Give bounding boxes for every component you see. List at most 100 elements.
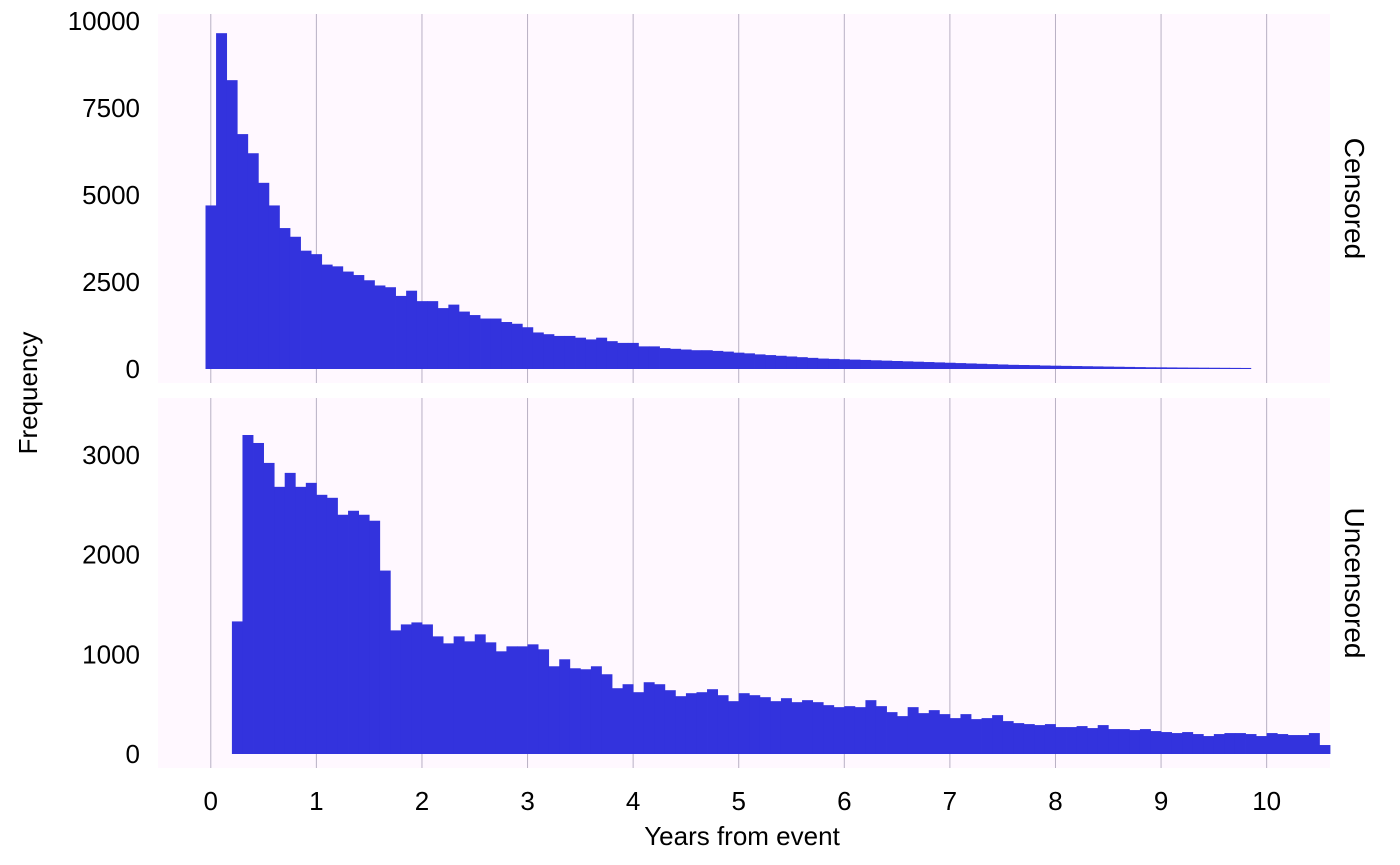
bar-censored-51 [744, 353, 755, 369]
bar-censored-55 [786, 356, 798, 369]
bar-uncensored-68 [949, 718, 961, 754]
bar-uncensored-48 [738, 693, 750, 754]
bar-uncensored-3 [263, 462, 275, 754]
bar-censored-10 [311, 254, 323, 369]
bar-censored-38 [606, 341, 618, 369]
bar-censored-17 [385, 287, 396, 369]
bar-censored-73 [976, 363, 988, 369]
bar-censored-81 [1060, 365, 1072, 369]
bar-uncensored-20 [443, 643, 455, 754]
bar-uncensored-21 [453, 636, 465, 754]
bar-uncensored-95 [1234, 733, 1246, 754]
bar-censored-22 [437, 308, 449, 369]
bar-censored-66 [902, 361, 914, 369]
bar-uncensored-16 [400, 624, 412, 754]
bar-censored-41 [638, 346, 650, 369]
bar-censored-43 [659, 348, 671, 369]
bar-uncensored-6 [295, 486, 307, 754]
bar-uncensored-58 [844, 706, 856, 754]
bar-censored-87 [1124, 366, 1136, 369]
bar-uncensored-97 [1256, 736, 1268, 754]
bar-uncensored-80 [1076, 726, 1088, 754]
bar-uncensored-51 [770, 701, 782, 754]
bar-uncensored-73 [1002, 721, 1014, 754]
bar-censored-19 [406, 290, 418, 369]
bar-censored-83 [1081, 366, 1093, 369]
bar-censored-1 [216, 33, 228, 370]
bar-censored-29 [511, 323, 523, 369]
bar-censored-93 [1187, 367, 1199, 369]
bar-uncensored-56 [823, 705, 835, 754]
x-tick-label-3: 3 [520, 786, 534, 816]
bar-uncensored-22 [464, 641, 476, 754]
y-tick-label-censored-2500: 2500 [82, 267, 140, 297]
bar-uncensored-1 [242, 435, 254, 754]
bar-censored-25 [469, 315, 481, 369]
bar-censored-7 [279, 228, 291, 369]
x-tick-label-1: 1 [309, 786, 323, 816]
bar-censored-78 [1029, 365, 1041, 369]
bar-censored-39 [617, 342, 629, 369]
bar-censored-86 [1113, 366, 1125, 369]
bar-censored-4 [247, 153, 259, 369]
bar-uncensored-103 [1319, 745, 1331, 754]
bar-uncensored-35 [601, 674, 613, 754]
panel-uncensored-gridlines [210, 398, 1268, 768]
bar-censored-95 [1208, 367, 1220, 369]
bar-uncensored-100 [1287, 735, 1299, 754]
x-tick-label-9: 9 [1154, 786, 1168, 816]
panel-censored-y-ticks: 0 2500 5000 7500 10000 [68, 6, 140, 384]
bar-censored-21 [427, 301, 439, 369]
bar-uncensored-32 [569, 668, 581, 754]
bar-uncensored-61 [875, 706, 887, 754]
y-tick-label-uncensored-1000: 1000 [82, 639, 140, 669]
panel-uncensored-y-ticks: 0 1000 2000 3000 [82, 440, 140, 769]
bar-censored-3 [237, 134, 249, 369]
bar-uncensored-46 [717, 695, 729, 754]
bar-uncensored-5 [284, 472, 296, 754]
bar-censored-91 [1166, 367, 1178, 369]
bar-uncensored-81 [1087, 728, 1099, 754]
bar-uncensored-26 [506, 646, 518, 754]
bar-censored-18 [395, 295, 407, 369]
bar-uncensored-7 [305, 482, 317, 754]
bar-censored-56 [796, 357, 808, 369]
bar-censored-71 [955, 363, 967, 369]
bar-censored-92 [1176, 367, 1188, 369]
bar-uncensored-30 [548, 666, 560, 754]
bar-uncensored-102 [1308, 733, 1320, 754]
bar-uncensored-27 [516, 646, 528, 754]
bar-censored-54 [775, 355, 787, 369]
bar-censored-5 [258, 182, 270, 369]
bar-uncensored-44 [696, 692, 708, 754]
bar-uncensored-10 [337, 514, 349, 754]
bar-uncensored-67 [939, 714, 951, 754]
bar-censored-70 [944, 362, 956, 369]
bar-uncensored-84 [1118, 729, 1130, 754]
bar-uncensored-74 [1013, 723, 1025, 754]
bar-censored-58 [817, 358, 829, 369]
bar-censored-9 [300, 250, 312, 369]
bar-uncensored-62 [886, 712, 898, 754]
bar-censored-20 [416, 301, 428, 369]
bar-uncensored-85 [1129, 730, 1141, 754]
bar-censored-40 [627, 342, 639, 369]
bar-censored-8 [289, 236, 301, 369]
bar-uncensored-71 [981, 718, 993, 754]
bar-uncensored-69 [960, 714, 972, 754]
bar-uncensored-34 [590, 666, 602, 754]
bar-censored-52 [754, 354, 766, 369]
bar-censored-46 [691, 350, 703, 369]
x-tick-label-8: 8 [1048, 786, 1062, 816]
bar-uncensored-87 [1150, 731, 1162, 754]
bar-censored-62 [860, 359, 872, 369]
bar-uncensored-38 [633, 692, 645, 754]
bar-uncensored-31 [559, 659, 571, 754]
y-tick-label-uncensored-2000: 2000 [82, 540, 140, 570]
bar-censored-72 [965, 363, 977, 369]
strip-label-censored: Censored [1339, 138, 1370, 259]
bar-uncensored-82 [1097, 725, 1109, 754]
panel-uncensored-bars [231, 435, 1331, 754]
y-tick-label-uncensored-0: 0 [126, 739, 140, 769]
bar-censored-12 [332, 266, 344, 369]
